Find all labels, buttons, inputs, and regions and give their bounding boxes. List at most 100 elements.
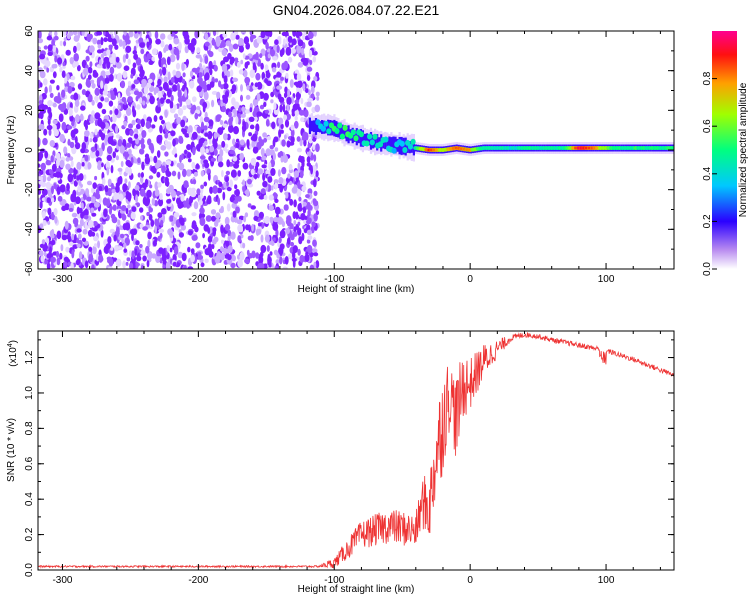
spectrogram-noise-blob <box>219 120 224 125</box>
spectrogram-noise-blob <box>268 161 272 171</box>
spectrogram-noise-blob <box>313 252 319 257</box>
spectrogram-noise-blob <box>126 142 132 148</box>
spectrogram-noise-blob <box>116 72 123 82</box>
spectrogram-noise-blob <box>313 200 319 207</box>
spectrogram-noise-blob <box>72 31 78 36</box>
spectrogram-noise-blob <box>278 38 282 44</box>
spectrogram-noise-blob <box>148 78 153 84</box>
spectrogram-noise-blob <box>163 76 168 84</box>
spectrogram-noise-blob <box>259 104 265 110</box>
spectrogram-noise-blob <box>97 102 103 109</box>
spectrogram-signal-track <box>308 113 674 162</box>
spectrogram-noise-blob <box>198 199 203 206</box>
spectrogram-core-blob <box>377 141 384 148</box>
spectrogram-noise-blob <box>292 103 298 111</box>
spectrogram-noise-blob <box>216 91 221 100</box>
spectrogram-noise-blob <box>122 54 126 63</box>
spectrogram-noise-blob <box>176 116 182 125</box>
spectrogram-noise-blob <box>284 86 288 94</box>
spectrogram-noise-blob <box>211 99 215 108</box>
spectrogram-noise-blob <box>233 162 240 169</box>
spectrogram-noise-blob <box>232 138 236 146</box>
spectrogram-noise-blob <box>109 110 113 115</box>
spectrogram-noise-blob <box>85 188 90 197</box>
spectrogram-noise-blob <box>133 53 139 60</box>
snr-x-tick-label: 0 <box>467 575 473 586</box>
spectrogram-noise-blob <box>46 262 51 269</box>
spectrogram-noise-blob <box>265 71 271 79</box>
spectrogram-noise-blob <box>219 252 225 261</box>
spectrogram-noise-blob <box>118 245 123 250</box>
spectrogram-noise-blob <box>257 168 264 175</box>
spectrogram-noise-blob <box>54 216 58 224</box>
spectrogram-noise-blob <box>256 156 262 161</box>
spectrogram-noise-blob <box>298 87 303 94</box>
spectrogram-noise-blob <box>157 78 162 87</box>
spectrogram-noise-blob <box>117 104 121 110</box>
spectrogram-noise-blob <box>300 97 304 105</box>
spectrogram-noise-blob <box>60 244 64 252</box>
spectrogram-noise-blob <box>70 262 74 269</box>
spectrogram-noise-blob <box>146 41 150 48</box>
spectrogram-noise-blob <box>197 76 203 85</box>
spectrogram-noise-blob <box>66 125 73 130</box>
spectrogram-noise-blob <box>204 55 209 64</box>
spectrogram-noise-blob <box>203 84 208 94</box>
spectrogram-noise-blob <box>182 72 186 78</box>
spectrogram-core-blob <box>339 133 345 140</box>
spectrogram-x-tick-label: -300 <box>52 274 72 285</box>
spectrogram-noise-blob <box>110 246 114 251</box>
spectrogram-noise-blob <box>159 97 165 104</box>
spectrogram-noise-blob <box>147 231 152 240</box>
spectrogram-band <box>343 126 346 139</box>
spectrogram-noise-blob <box>204 72 210 81</box>
spectrogram-noise-blob <box>59 66 63 73</box>
spectrogram-noise-blob <box>192 96 197 103</box>
spectrogram-noise-blob <box>94 87 100 96</box>
spectrogram-noise-blob <box>100 37 104 46</box>
spectrogram-noise-blob <box>236 61 241 68</box>
spectrogram-noise-blob <box>273 179 279 184</box>
spectrogram-noise-blob <box>167 228 173 236</box>
spectrogram-noise-blob <box>297 61 304 68</box>
spectrogram-noise-blob <box>258 136 262 143</box>
spectrogram-noise-blob <box>188 230 193 236</box>
spectrogram-noise-blob <box>186 152 192 159</box>
spectrogram-noise-blob <box>228 124 234 133</box>
spectrogram-noise-blob <box>49 140 55 147</box>
spectrogram-noise-blob <box>270 158 275 168</box>
spectrogram-noise-blob <box>273 102 277 110</box>
spectrogram-noise-blob <box>39 53 46 60</box>
spectrogram-noise-blob <box>156 134 163 144</box>
spectrogram-noise-blob <box>206 197 212 205</box>
spectrogram-noise-blob <box>39 110 44 120</box>
spectrogram-noise-blob <box>56 257 61 266</box>
spectrogram-noise-blob <box>59 184 66 193</box>
spectrogram-noise-blob <box>51 185 54 195</box>
spectrogram-noise-blob <box>290 135 295 144</box>
spectrogram-noise-blob <box>316 95 320 101</box>
spectrogram-noise-blob <box>286 237 291 245</box>
spectrogram-noise-blob <box>166 199 172 204</box>
spectrogram-noise-blob <box>131 206 137 213</box>
spectrogram-noise-blob <box>279 256 283 265</box>
spectrogram-noise-blob <box>57 57 63 65</box>
spectrogram-noise-blob <box>208 243 212 249</box>
spectrogram-noise-blob <box>270 241 275 247</box>
snr-y-tick-label: 0.8 <box>24 421 35 435</box>
spectrogram-noise-blob <box>90 207 95 214</box>
spectrogram-noise-blob <box>114 44 119 50</box>
spectrogram-noise-blob <box>149 184 153 189</box>
spectrogram-noise-blob <box>253 173 258 179</box>
spectrogram-noise-blob <box>175 191 182 196</box>
spectrogram-noise-blob <box>170 32 176 37</box>
spectrogram-noise-blob <box>50 197 55 203</box>
spectrogram-noise-blob <box>265 119 270 127</box>
spectrogram-noise-blob <box>53 182 57 190</box>
spectrogram-noise-blob <box>285 113 291 121</box>
spectrogram-noise-blob <box>144 178 149 186</box>
spectrogram-core-blob <box>320 125 326 132</box>
spectrogram-band <box>398 137 401 155</box>
spectrogram-noise-blob <box>58 113 64 122</box>
spectrogram-noise-blob <box>91 264 95 269</box>
